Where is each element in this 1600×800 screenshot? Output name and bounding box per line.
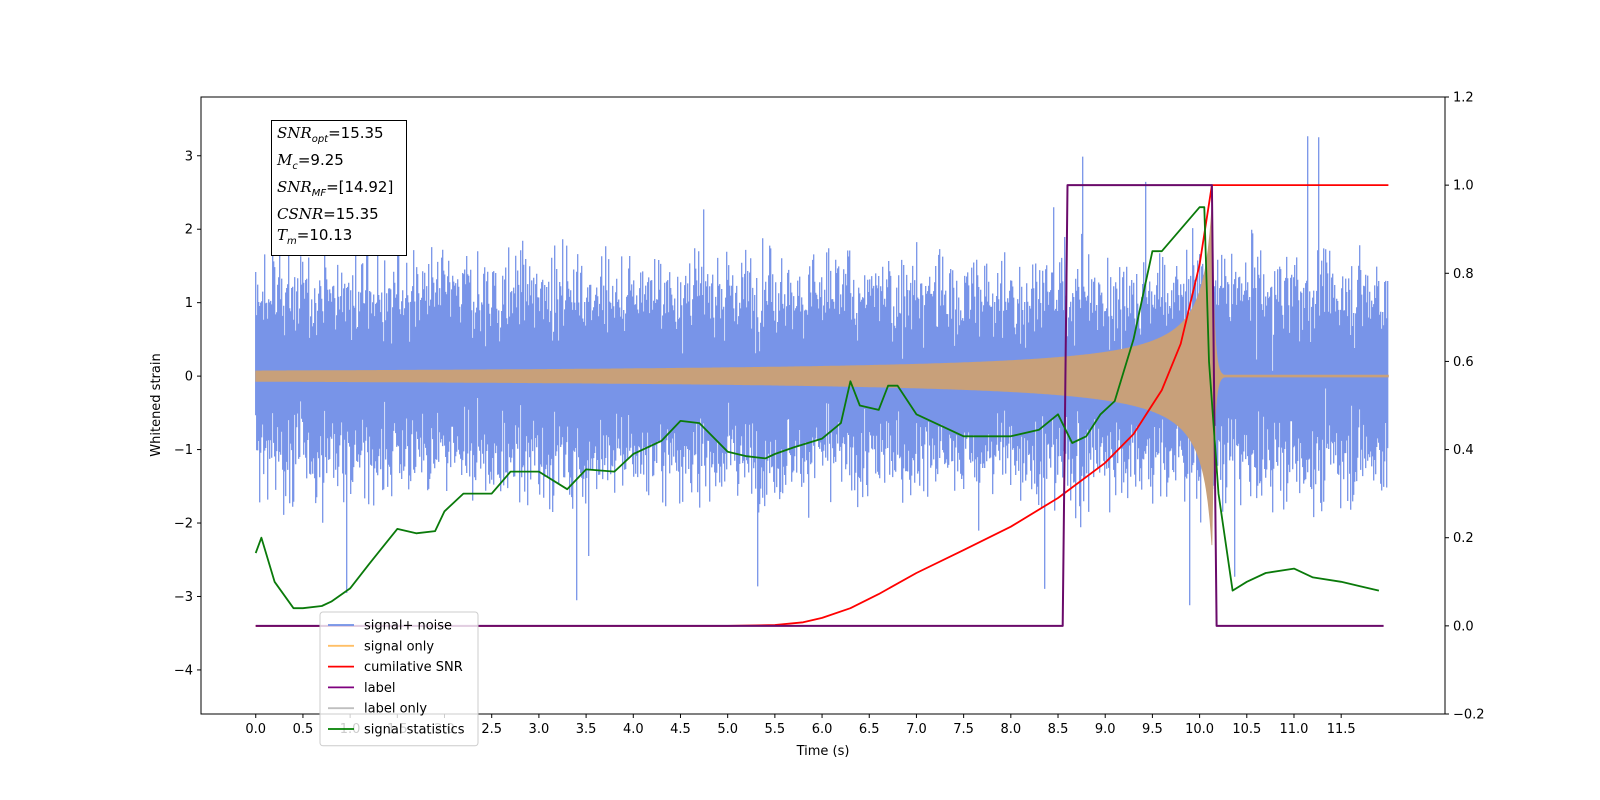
x-tick-label: 7.5: [953, 722, 974, 737]
y-axis-label: Whitened strain: [149, 353, 164, 456]
legend: signal+ noise signal only cumilative SNR la…: [319, 611, 479, 747]
x-tick-label: 2.5: [481, 722, 502, 737]
y-right-tick-label: −0.2: [1453, 708, 1485, 723]
y-left-tick-label: 1: [185, 296, 193, 311]
y-left-tick-label: −2: [174, 517, 193, 532]
info-line-snr-mf: SNRMF=[14.92]: [277, 178, 394, 199]
y-left-tick-label: 3: [185, 149, 193, 164]
x-tick-label: 7.0: [906, 722, 927, 737]
x-tick-label: 0.0: [245, 722, 266, 737]
plot-frame: [200, 96, 1446, 715]
legend-label-label-only: label only: [364, 702, 427, 717]
y-right-tick-label: 0.2: [1453, 531, 1474, 546]
y-right-tick-label: 0.8: [1453, 267, 1474, 282]
legend-box: [319, 611, 479, 747]
x-axis-label: Time (s): [796, 744, 850, 759]
x-tick-label: 10.0: [1185, 722, 1214, 737]
legend-label-signal-only: signal only: [364, 639, 434, 654]
plot-content: [254, 136, 1389, 627]
y-left-tick-label: −3: [174, 590, 193, 605]
legend-label-signal-noise: signal+ noise: [364, 619, 452, 634]
y-right-tick-label: 0.0: [1453, 619, 1474, 634]
legend-label-signal-statistics: signal statistics: [364, 723, 465, 738]
x-tick-label: 11.5: [1327, 722, 1356, 737]
y-left-tick-label: 0: [185, 370, 193, 385]
x-tick-label: 5.0: [717, 722, 738, 737]
info-line-csnr: CSNR=15.35: [277, 205, 379, 223]
x-tick-label: 8.0: [1000, 722, 1021, 737]
series-signal-statistics: [254, 206, 1380, 610]
x-tick-label: 3.5: [576, 722, 597, 737]
x-tick-label: 6.0: [812, 722, 833, 737]
series-label: [255, 184, 1384, 627]
legend-label-cumilative-snr: cumilative SNR: [364, 660, 463, 675]
legend-label-label: label: [364, 681, 395, 696]
series-signal-only: [255, 207, 1389, 546]
x-tick-label: 0.5: [293, 722, 314, 737]
x-tick-label: 6.5: [859, 722, 880, 737]
y-left-tick-label: −4: [174, 663, 193, 678]
info-line-snr-opt: SNRopt=15.35: [277, 124, 384, 145]
x-tick-label: 9.0: [1095, 722, 1116, 737]
x-tick-label: 11.0: [1280, 722, 1309, 737]
info-line-mc: Mc=9.25: [277, 151, 344, 172]
x-tick-label: 9.5: [1142, 722, 1163, 737]
info-box: SNRopt=15.35 Mc=9.25 SNRMF=[14.92] CSNR=…: [271, 120, 407, 256]
x-tick-label: 4.0: [623, 722, 644, 737]
series-cumilative-snr: [255, 184, 1389, 627]
y-right-tick-label: 1.0: [1453, 179, 1474, 194]
x-tick-label: 10.5: [1232, 722, 1261, 737]
x-tick-label: 4.5: [670, 722, 691, 737]
y-right-tick-label: 0.6: [1453, 355, 1474, 370]
x-tick-label: 8.5: [1048, 722, 1069, 737]
y-axis-right: 1.2 1.0 0.8 0.6 0.4 0.2 0.0 −0.2: [1445, 91, 1485, 723]
y-right-tick-label: 0.4: [1453, 443, 1474, 458]
x-tick-label: 3.0: [529, 722, 550, 737]
y-left-tick-label: −1: [174, 443, 193, 458]
x-tick-label: 5.5: [765, 722, 786, 737]
info-line-tm: Tm=10.13: [277, 226, 353, 247]
y-left-tick-label: 2: [185, 223, 193, 238]
y-axis-left: 3 2 1 0 −1 −2 −3 −4: [174, 149, 201, 678]
y-right-tick-label: 1.2: [1453, 91, 1474, 106]
